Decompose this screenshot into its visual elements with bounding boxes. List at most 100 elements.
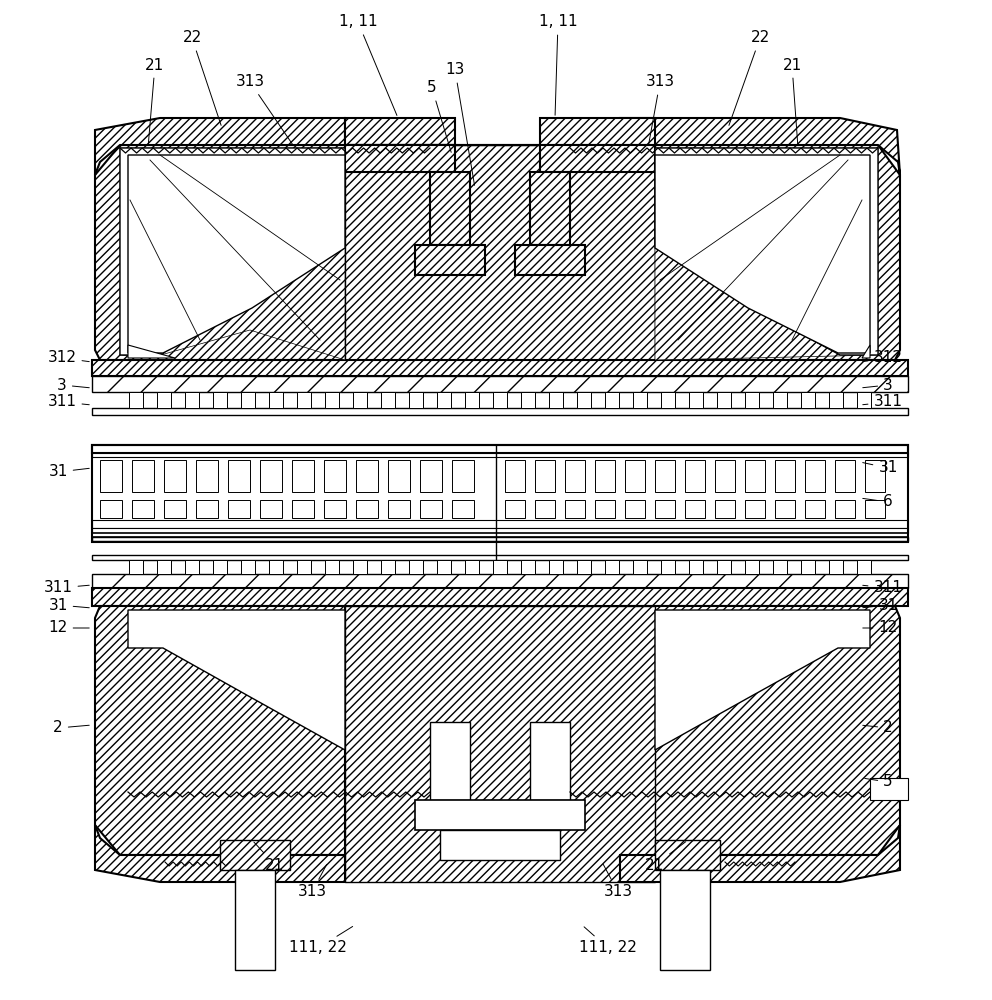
Text: 311: 311 (863, 580, 903, 595)
Bar (228, 500, 250, 518)
Bar (829, 560, 843, 574)
Bar (381, 392, 395, 408)
Bar (92, 533, 908, 537)
Bar (388, 500, 410, 518)
Bar (297, 560, 311, 574)
Bar (493, 392, 507, 408)
Text: 21: 21 (254, 842, 285, 872)
Bar (157, 560, 171, 574)
Bar (92, 588, 908, 606)
Bar (535, 460, 555, 492)
Polygon shape (430, 172, 470, 245)
Polygon shape (655, 840, 720, 870)
Polygon shape (345, 145, 655, 360)
Text: 5: 5 (428, 81, 451, 152)
Bar (92, 376, 908, 392)
Text: 111, 22: 111, 22 (289, 926, 352, 956)
Text: 111, 22: 111, 22 (579, 927, 637, 956)
Bar (661, 560, 675, 574)
Bar (775, 460, 795, 492)
Bar (521, 560, 535, 574)
Polygon shape (620, 825, 900, 882)
Bar (452, 460, 474, 492)
Bar (324, 460, 346, 492)
Bar (353, 560, 367, 574)
Bar (213, 560, 227, 574)
Text: 22: 22 (729, 30, 770, 125)
Polygon shape (345, 145, 655, 172)
Bar (325, 560, 339, 574)
Bar (92, 453, 908, 457)
Text: 31: 31 (863, 460, 898, 476)
Bar (773, 560, 787, 574)
Bar (164, 500, 186, 518)
Bar (605, 392, 619, 408)
Text: 313: 313 (646, 75, 675, 145)
Bar (465, 560, 479, 574)
Bar (577, 560, 591, 574)
Text: 3: 3 (863, 377, 893, 392)
Bar (715, 460, 735, 492)
Polygon shape (95, 145, 345, 360)
Polygon shape (120, 148, 345, 355)
Bar (535, 500, 555, 518)
Polygon shape (128, 610, 345, 750)
Bar (381, 560, 395, 574)
Polygon shape (540, 118, 655, 145)
Polygon shape (655, 610, 870, 750)
Bar (241, 392, 255, 408)
Text: 21: 21 (783, 57, 802, 145)
Polygon shape (95, 825, 345, 882)
Bar (565, 460, 585, 492)
Polygon shape (128, 155, 345, 353)
Polygon shape (430, 722, 470, 800)
Bar (745, 500, 765, 518)
Bar (865, 500, 885, 518)
Bar (505, 500, 525, 518)
Bar (801, 560, 815, 574)
Bar (185, 560, 199, 574)
Bar (505, 460, 525, 492)
Bar (164, 460, 186, 492)
Text: 312: 312 (863, 351, 903, 365)
Polygon shape (655, 612, 870, 750)
Bar (577, 392, 591, 408)
Bar (805, 460, 825, 492)
Bar (260, 460, 282, 492)
Text: 1, 11: 1, 11 (539, 14, 577, 115)
Text: 13: 13 (445, 62, 474, 185)
Bar (196, 500, 218, 518)
Bar (689, 392, 703, 408)
Bar (452, 500, 474, 518)
Text: 31: 31 (49, 597, 89, 612)
Bar (297, 392, 311, 408)
Polygon shape (620, 606, 900, 855)
Polygon shape (345, 606, 655, 882)
Bar (213, 392, 227, 408)
Bar (132, 460, 154, 492)
Text: 12: 12 (863, 620, 898, 636)
Bar (269, 560, 283, 574)
Polygon shape (128, 345, 175, 358)
Bar (655, 460, 675, 492)
Polygon shape (415, 245, 485, 275)
Bar (835, 460, 855, 492)
Bar (493, 560, 507, 574)
Bar (745, 460, 765, 492)
Bar (92, 520, 908, 528)
Polygon shape (128, 612, 345, 750)
Text: 313: 313 (603, 864, 633, 900)
Bar (437, 560, 451, 574)
Bar (595, 500, 615, 518)
Text: 6: 6 (863, 494, 893, 510)
Bar (196, 460, 218, 492)
Polygon shape (415, 800, 585, 830)
Bar (100, 460, 122, 492)
Polygon shape (530, 722, 570, 800)
Text: 311: 311 (44, 580, 89, 595)
Bar (685, 460, 705, 492)
Bar (353, 392, 367, 408)
Bar (835, 500, 855, 518)
Polygon shape (655, 148, 878, 360)
Bar (801, 392, 815, 408)
